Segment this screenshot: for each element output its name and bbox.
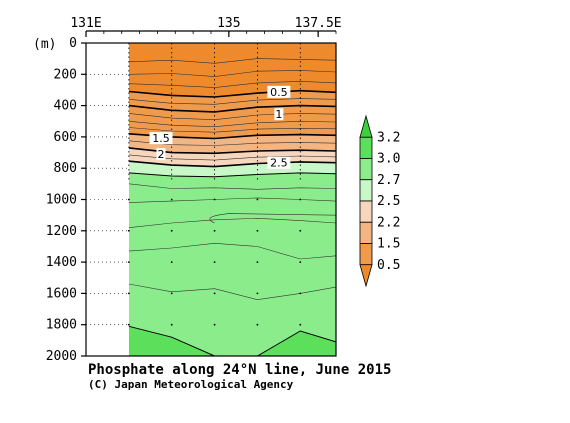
grid-dot [170,261,173,263]
fill-deep-patch-1 [257,331,336,356]
x-tick-label-2: 137.5E [295,16,342,31]
grid-dot [299,261,302,263]
contour-label-bg-0 [267,85,291,98]
colorbar-label-1: 3.0 [377,152,400,167]
y-tick-label-7: 1400 [46,255,77,270]
contour-label-4: 2.5 [270,157,288,170]
contour-label-bg-3 [156,148,166,161]
contour-label-0: 0.5 [270,86,288,99]
fill-deep-patch-0 [128,326,215,356]
x-tick-label-0: 131E [70,16,101,31]
grid-dot [127,261,130,263]
colorbar-band-4 [359,200,373,223]
minor-contour-6 [128,127,336,133]
grid-dot [256,261,259,263]
grid-dot [127,229,130,232]
contour-0.5-0 [128,89,336,98]
contour-label-bg-2 [149,132,173,145]
colorbar-band-6 [359,243,373,266]
colorbar: 3.2 3.0 2.7 2.5 2.2 1.5 0.5 [359,114,400,288]
grid-dot [127,292,130,295]
grid-dot [213,323,216,326]
grid-dot [213,292,216,295]
section-fill [128,43,336,356]
minor-contour-9 [128,183,336,190]
grid-dot [256,198,259,201]
colorbar-label-5: 1.5 [377,237,400,252]
contour-3-6 [128,325,215,356]
y-tick-label-3: 600 [54,130,77,145]
colorbar-label-2: 2.7 [377,173,400,188]
colorbar-label-3: 2.5 [377,194,400,209]
contour-label-3: 2 [158,148,165,161]
grid-dot [127,323,130,326]
colorbar-label-6: 0.5 [377,258,400,273]
y-tick-label-6: 1200 [46,224,77,239]
y-tick-label-2: 400 [54,99,77,114]
y-tick-label-0: 0 [69,36,77,51]
colorbar-band-0 [359,114,373,138]
minor-contour-2 [128,80,336,88]
minor-contour-3 [128,98,336,105]
grid-dot [127,198,130,201]
y-tick-label-4: 800 [54,161,77,176]
fill-band-surface [128,43,336,97]
station-grid [86,42,302,357]
minor-contour-12 [128,242,336,260]
chart-credit: (C) Japan Meteorological Agency [88,378,294,391]
colorbar-band-2 [359,158,373,181]
contour-label-bg-4 [267,156,291,169]
colorbar-band-5 [359,221,373,244]
y-tick-label-8: 1600 [46,286,77,301]
grid-dot [170,292,173,295]
no-data-strip [86,43,129,356]
colorbar-band-3 [359,179,373,202]
y-axis-unit-label: (m) [33,37,56,52]
y-tick-label-5: 1000 [46,193,77,208]
axes: 131E 135 137.5E 0 200 400 600 800 1000 1200 1400 16… [46,16,342,364]
colorbar-band-7 [359,264,373,288]
fill-band-2.7 [128,172,336,356]
y-tick-label-9: 1800 [46,318,77,333]
contour-labels: 0.5 1 1.5 2 2.5 [149,85,291,170]
grid-dot [299,323,302,326]
fill-band-1.5 [128,133,336,154]
grid-dot [299,198,302,201]
chart-title: Phosphate along 24°N line, June 2015 [88,362,391,378]
contour-1-1 [128,104,336,113]
minor-contour-mid [209,213,336,224]
x-tick-label-1: 135 [217,16,240,31]
grid-dot [170,198,173,201]
minor-contour-11 [128,217,336,228]
grid-dot [256,292,259,295]
contour-label-bg-1 [274,108,284,121]
contour-lines [125,58,336,356]
y-tick-label-10: 2000 [46,349,77,364]
grid-dot [213,229,216,232]
contour-2.7-5 [128,172,336,178]
minor-contour-4 [128,113,336,121]
minor-contour-1 [128,70,336,77]
colorbar-label-0: 3.2 [377,130,400,145]
grid-dot [256,229,259,232]
minor-contour-0 [128,58,336,64]
grid-dot [256,323,259,326]
colorbar-label-4: 2.2 [377,215,400,230]
contour-label-2: 1.5 [152,132,170,145]
contour-3-7 [257,330,336,356]
y-tick-label-1: 200 [54,67,77,82]
minor-contour-5 [128,120,336,128]
colorbar-band-1 [359,136,373,159]
grid-dot [213,261,216,263]
minor-contour-13 [128,283,336,301]
grid-dot [213,198,216,201]
grid-dot [299,229,302,232]
contour-2.5-4 [128,160,336,168]
minor-contour-10 [128,197,336,203]
grid-dot [170,229,173,232]
grid-dot [170,323,173,326]
grid-dot [299,292,302,295]
contour-label-1: 1 [275,108,282,121]
